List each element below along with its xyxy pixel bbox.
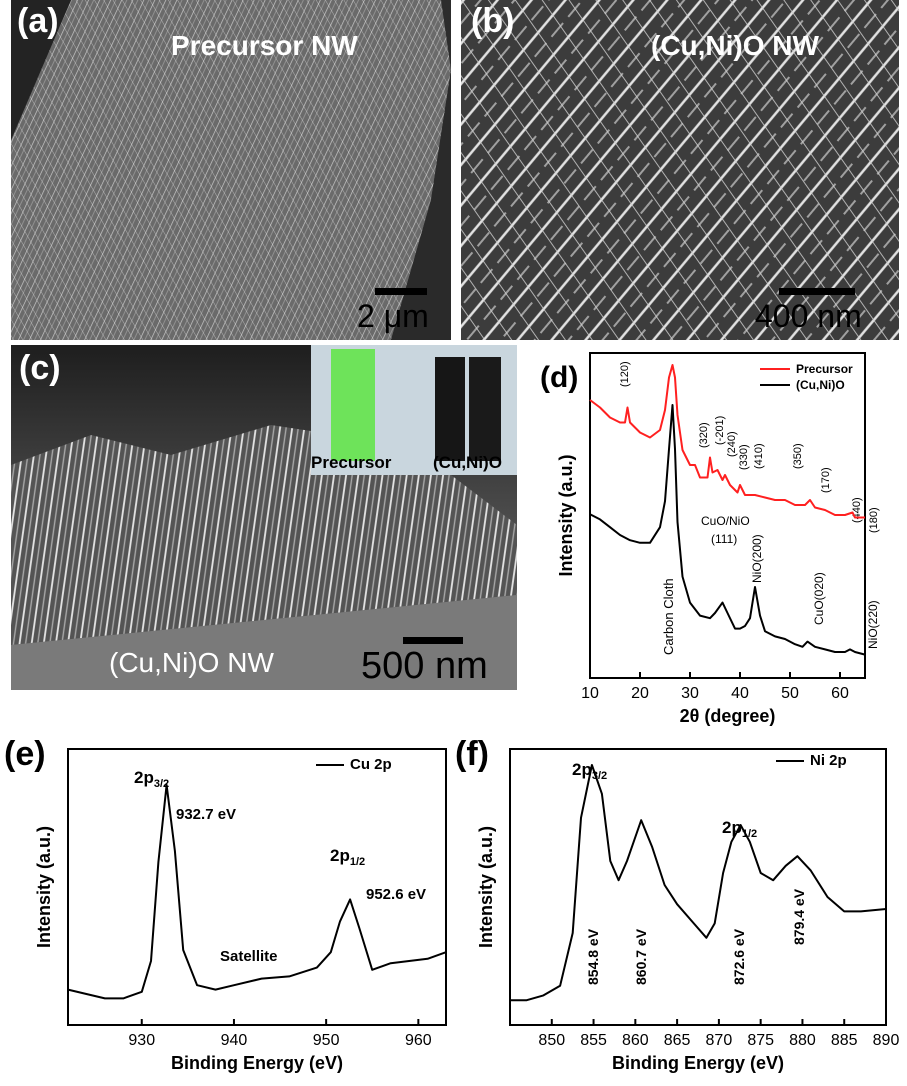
panel-title-c: (Cu,Ni)O NW: [109, 647, 274, 678]
panel-label-f: (f): [455, 735, 489, 773]
d-annot-201: (-201): [714, 416, 726, 445]
d-annot-180: (180): [868, 507, 880, 533]
sem-image-a: [11, 0, 451, 340]
panel-label-c: (c): [19, 349, 61, 387]
d-annot-350: (350): [792, 443, 804, 469]
f-annot-2p12: 2p1/2: [722, 818, 757, 840]
inset-cuni-swatch-2: [469, 357, 501, 461]
f-xtick-label: 860: [622, 1032, 649, 1049]
f-legend-label-0: Ni 2p: [810, 752, 847, 769]
panel-label-e: (e): [4, 735, 46, 773]
d-annot-320: (320): [698, 422, 710, 448]
d-annot-330: (330): [738, 444, 750, 470]
f-plot-frame: [509, 748, 887, 1026]
inset-label-precursor: Precursor: [311, 453, 392, 472]
f-xtick-label: 865: [664, 1032, 691, 1049]
f-xlabel: Binding Energy (eV): [612, 1053, 784, 1073]
d-annot-111: (111): [711, 532, 737, 546]
d-xlabel: 2θ (degree): [680, 706, 776, 726]
e-annot-satellite: Satellite: [220, 948, 278, 965]
xps-cu-chart: 2p3/2 932.7 eV 2p1/2 952.6 eV Satellite …: [34, 748, 447, 1073]
f-xtick-label: 855: [580, 1032, 607, 1049]
e-annot-9327: 932.7 eV: [176, 806, 236, 823]
f-annot-8794: 879.4 eV: [791, 888, 807, 945]
d-plot-frame: [589, 352, 866, 679]
d-ylabel: Intensity (a.u.): [556, 454, 576, 576]
f-ylabel: Intensity (a.u.): [476, 826, 496, 948]
d-xtick-label: 40: [731, 685, 749, 702]
d-series-line-0: [589, 364, 865, 519]
sem-panel-a: (a) Precursor NW 2 μm: [11, 0, 451, 340]
e-plot-frame: [67, 748, 447, 1026]
f-xtick-label: 885: [831, 1032, 858, 1049]
d-legend-label-1: (Cu,Ni)O: [796, 378, 845, 392]
d-annot-170: (170): [820, 467, 832, 493]
f-annot-8726: 872.6 eV: [731, 928, 747, 985]
scale-label-b: 400 nm: [755, 298, 862, 334]
xrd-chart: (120) (320) (-201) (240) (330) (410) (35…: [556, 352, 880, 726]
e-annot-9526: 952.6 eV: [366, 886, 426, 903]
d-annot-410: (410): [753, 443, 765, 469]
d-xtick-label: 60: [831, 685, 849, 702]
chart-panel-e: 2p3/2 932.7 eV 2p1/2 952.6 eV Satellite …: [0, 735, 452, 1086]
e-xtick-label: 960: [405, 1032, 432, 1049]
d-annot-240: (240): [726, 431, 738, 457]
sem-panel-c: Precursor (Cu,Ni)O (c) (Cu,Ni)O NW 500 n…: [11, 345, 517, 690]
d-xtick-label: 50: [781, 685, 799, 702]
inset-photo: Precursor (Cu,Ni)O: [311, 345, 517, 475]
chart-panel-d: (120) (320) (-201) (240) (330) (410) (35…: [525, 345, 905, 730]
f-series-line-0: [510, 764, 887, 1002]
e-xtick-label: 950: [313, 1032, 340, 1049]
f-xtick-label: 850: [538, 1032, 565, 1049]
d-xtick-label: 10: [581, 685, 599, 702]
f-xtick-label: 880: [789, 1032, 816, 1049]
f-annot-8548: 854.8 eV: [585, 928, 601, 985]
d-annot-carbon: Carbon Cloth: [661, 578, 676, 655]
sem-panel-b: (b) (Cu,Ni)O NW 400 nm: [461, 0, 899, 340]
f-xtick-label: 875: [747, 1032, 774, 1049]
chart-panel-f: 2p3/2 2p1/2 854.8 eV 860.7 eV 872.6 eV 8…: [452, 735, 907, 1086]
e-xtick-label: 930: [128, 1032, 155, 1049]
d-annot-nio220: NiO(220): [866, 600, 880, 649]
scale-label-a: 2 μm: [357, 298, 429, 334]
d-annot-cuo020: CuO(020): [812, 572, 826, 625]
panel-label-d: (d): [540, 361, 579, 394]
inset-label-cuni: (Cu,Ni)O: [433, 453, 502, 472]
sem-image-b: [461, 0, 899, 340]
e-legend-label-0: Cu 2p: [350, 756, 392, 773]
inset-precursor-swatch: [331, 349, 375, 461]
panel-label-a: (a): [17, 2, 59, 40]
e-ylabel: Intensity (a.u.): [34, 826, 54, 948]
panel-title-b: (Cu,Ni)O NW: [651, 30, 819, 61]
d-annot-cuonio: CuO/NiO: [701, 514, 750, 528]
f-annot-8607: 860.7 eV: [633, 928, 649, 985]
e-series-line-0: [67, 784, 447, 1000]
e-xtick-label: 940: [221, 1032, 248, 1049]
e-xlabel: Binding Energy (eV): [171, 1053, 343, 1073]
scale-label-c: 500 nm: [361, 645, 488, 687]
e-annot-2p12: 2p1/2: [330, 846, 365, 868]
panel-title-a: Precursor NW: [171, 30, 358, 61]
e-annot-2p32: 2p3/2: [134, 768, 169, 790]
d-annot-nio200: NiO(200): [750, 534, 764, 583]
d-annot-120: (120): [619, 361, 631, 387]
d-series-line-1: [589, 404, 866, 656]
f-xtick-label: 890: [873, 1032, 900, 1049]
d-legend-label-0: Precursor: [796, 362, 853, 376]
inset-cuni-swatch-1: [435, 357, 465, 461]
f-xtick-label: 870: [706, 1032, 733, 1049]
d-xtick-label: 30: [681, 685, 699, 702]
d-annot-440: (440): [851, 497, 863, 523]
panel-label-b: (b): [471, 2, 515, 40]
d-xtick-label: 20: [631, 685, 649, 702]
xps-ni-chart: 2p3/2 2p1/2 854.8 eV 860.7 eV 872.6 eV 8…: [476, 748, 900, 1073]
